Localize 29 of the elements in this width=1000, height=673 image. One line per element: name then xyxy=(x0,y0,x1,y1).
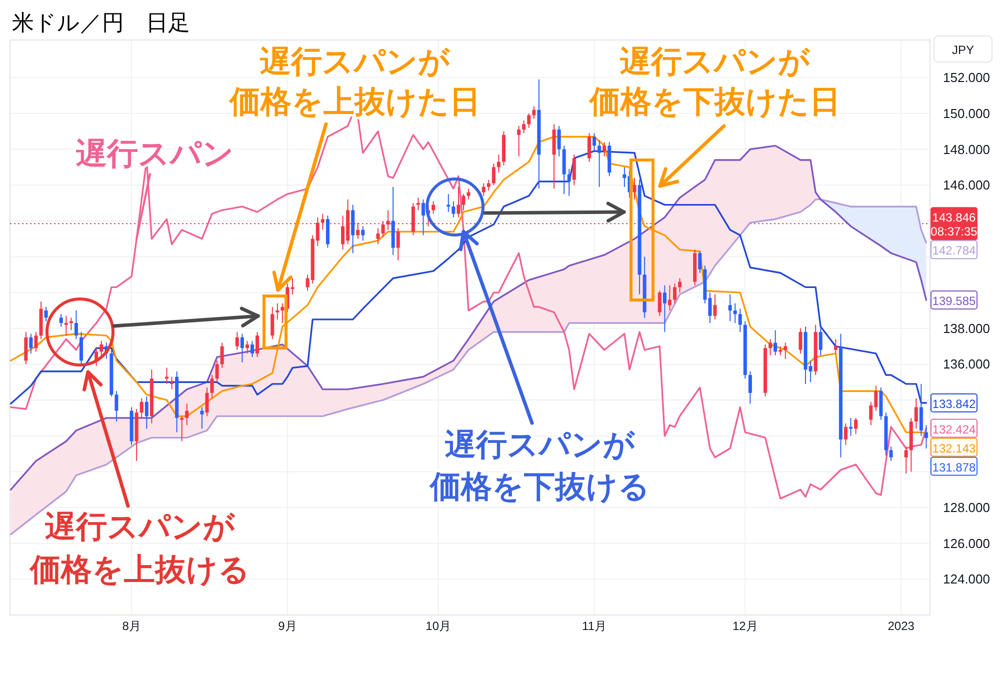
annotation: 遅行スパン xyxy=(75,136,234,171)
price-tag: 132.143 xyxy=(930,438,978,457)
price-tag: 133.842 xyxy=(930,393,978,412)
x-tick-label: 2023 xyxy=(888,619,915,633)
price-tag: 139.585 xyxy=(930,290,978,310)
annotation: 遅行スパンが価格を上抜ける xyxy=(29,509,250,587)
annotation: 遅行スパンが価格を下抜ける xyxy=(429,427,650,504)
price-tag: 142.784 xyxy=(930,240,978,260)
y-tick-label: 136.000 xyxy=(943,356,990,372)
price-tag: 143.846 08:37:35 xyxy=(930,207,978,240)
annotation: 遅行スパンが価格を下抜けた日 xyxy=(588,44,840,119)
x-tick-label: 9月 xyxy=(278,619,297,633)
y-tick-label: 148.000 xyxy=(943,142,990,157)
chart-title: 米ドル／円 日足 xyxy=(12,10,190,35)
y-axis-title: JPY xyxy=(952,43,974,57)
y-tick-label: 124.000 xyxy=(943,572,990,587)
y-tick-label: 150.000 xyxy=(943,106,990,121)
price-tag: 132.424 xyxy=(930,418,978,438)
y-tick-label: 128.000 xyxy=(943,500,990,516)
x-tick-label: 12月 xyxy=(732,619,758,633)
x-tick-label: 11月 xyxy=(582,619,607,633)
y-tick-label: 146.000 xyxy=(943,178,990,193)
y-tick-label: 152.000 xyxy=(943,70,990,86)
x-tick-label: 10月 xyxy=(426,619,452,633)
y-tick-label: 138.000 xyxy=(943,320,990,336)
x-tick-label: 8月 xyxy=(122,619,141,633)
annotation: 遅行スパンが価格を上抜けた日 xyxy=(228,44,480,119)
price-tag: 131.878 xyxy=(930,456,978,476)
y-tick-label: 126.000 xyxy=(943,536,990,551)
